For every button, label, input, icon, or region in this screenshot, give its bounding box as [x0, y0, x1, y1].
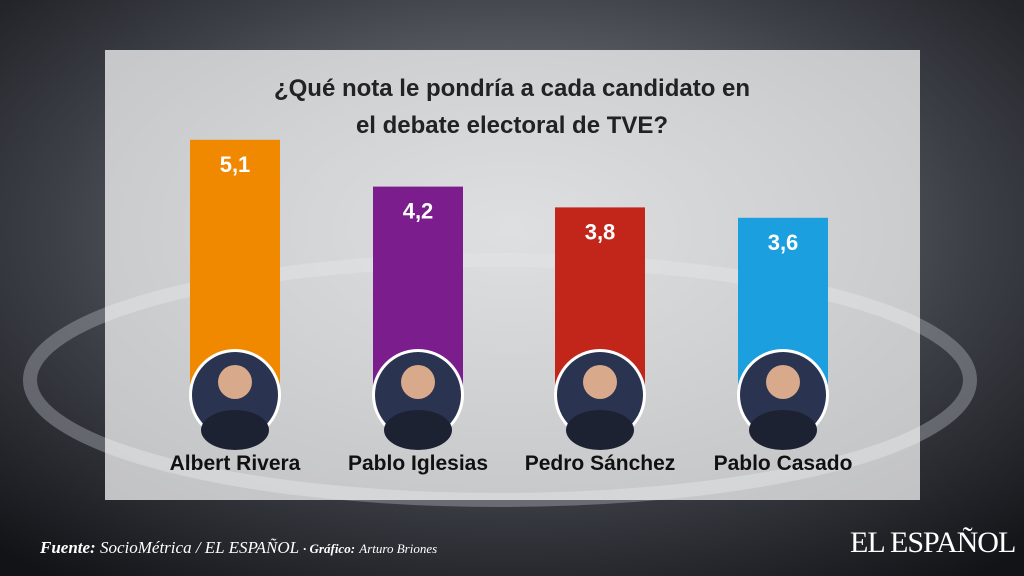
portrait-head	[583, 365, 617, 399]
value-label: 5,1	[220, 152, 251, 177]
portrait-body	[566, 410, 634, 450]
footer: Fuente: SocioMétrica / EL ESPAÑOL · Gráf…	[40, 538, 437, 558]
source-label: Fuente:	[40, 538, 96, 557]
value-label: 4,2	[403, 199, 434, 224]
portrait-body	[384, 410, 452, 450]
credit: Arturo Briones	[359, 541, 438, 556]
credit-label: · Gráfico:	[303, 541, 356, 556]
source: SocioMétrica / EL ESPAÑOL	[99, 538, 299, 557]
portrait-head	[766, 365, 800, 399]
value-label: 3,8	[585, 219, 616, 244]
portrait-head	[218, 365, 252, 399]
category-label: Pablo Casado	[714, 452, 853, 475]
category-label: Pablo Iglesias	[348, 452, 488, 475]
portrait-body	[201, 410, 269, 450]
logo: EL ESPAÑOL	[850, 526, 1016, 559]
category-label: Albert Rivera	[170, 452, 301, 475]
value-label: 3,6	[768, 230, 799, 255]
chart-title: ¿Qué nota le pondría a cada candidato en…	[273, 75, 751, 139]
portrait-body	[749, 410, 817, 450]
category-label: Pedro Sánchez	[525, 452, 676, 475]
portrait-head	[401, 365, 435, 399]
